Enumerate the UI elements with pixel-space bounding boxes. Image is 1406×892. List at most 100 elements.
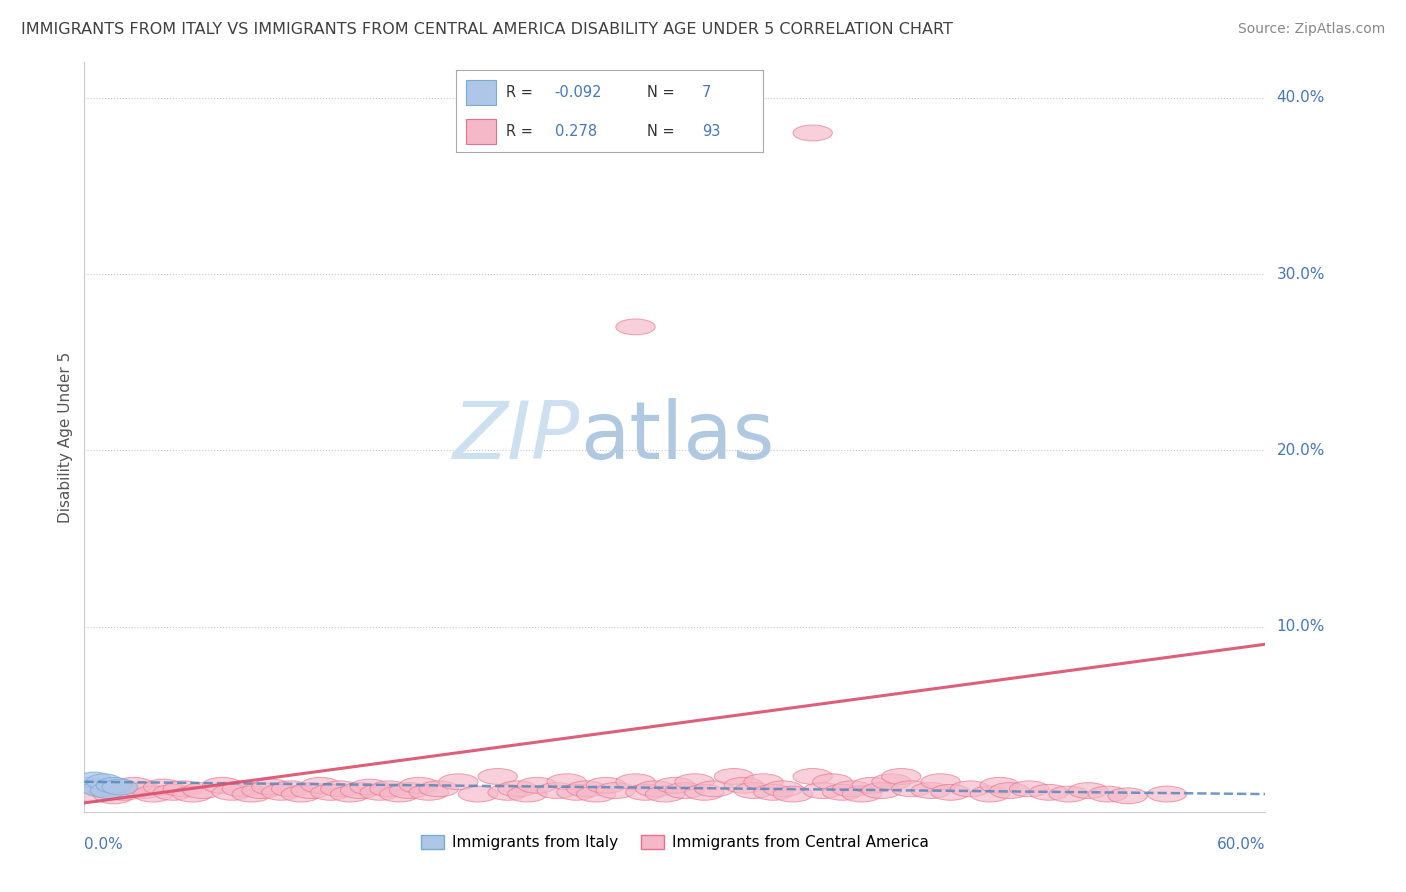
Ellipse shape <box>970 786 1010 802</box>
Ellipse shape <box>803 782 842 798</box>
Ellipse shape <box>547 774 586 789</box>
Ellipse shape <box>882 769 921 784</box>
Ellipse shape <box>439 774 478 789</box>
Ellipse shape <box>980 777 1019 793</box>
Text: Source: ZipAtlas.com: Source: ZipAtlas.com <box>1237 22 1385 37</box>
Ellipse shape <box>813 774 852 789</box>
Ellipse shape <box>911 782 950 798</box>
Ellipse shape <box>773 786 813 802</box>
Ellipse shape <box>242 782 281 798</box>
Ellipse shape <box>153 784 193 800</box>
Ellipse shape <box>202 777 242 793</box>
Ellipse shape <box>1088 786 1128 802</box>
Ellipse shape <box>134 786 173 802</box>
Ellipse shape <box>645 786 685 802</box>
Ellipse shape <box>252 779 291 795</box>
Ellipse shape <box>498 780 537 797</box>
Ellipse shape <box>94 788 134 804</box>
Ellipse shape <box>281 786 321 802</box>
Ellipse shape <box>872 774 911 789</box>
Ellipse shape <box>734 782 773 798</box>
Ellipse shape <box>84 780 124 797</box>
Ellipse shape <box>714 769 754 784</box>
Ellipse shape <box>399 777 439 793</box>
Text: 10.0%: 10.0% <box>1277 619 1324 634</box>
Ellipse shape <box>1069 782 1108 798</box>
Ellipse shape <box>744 774 783 789</box>
Ellipse shape <box>488 784 527 800</box>
Ellipse shape <box>103 779 138 795</box>
Ellipse shape <box>832 780 872 797</box>
Ellipse shape <box>143 779 183 795</box>
Ellipse shape <box>124 782 163 798</box>
Ellipse shape <box>655 777 695 793</box>
Ellipse shape <box>685 784 724 800</box>
Ellipse shape <box>921 774 960 789</box>
Ellipse shape <box>537 782 576 798</box>
Ellipse shape <box>360 784 399 800</box>
Ellipse shape <box>596 782 636 798</box>
Ellipse shape <box>862 782 901 798</box>
Ellipse shape <box>321 780 360 797</box>
Ellipse shape <box>478 769 517 784</box>
Text: 0.0%: 0.0% <box>84 837 124 852</box>
Ellipse shape <box>232 786 271 802</box>
Text: 60.0%: 60.0% <box>1218 837 1265 852</box>
Ellipse shape <box>852 777 891 793</box>
Ellipse shape <box>183 782 222 798</box>
Text: 40.0%: 40.0% <box>1277 90 1324 105</box>
Ellipse shape <box>636 780 675 797</box>
Ellipse shape <box>1108 788 1147 804</box>
Ellipse shape <box>409 784 449 800</box>
Ellipse shape <box>76 772 112 788</box>
Ellipse shape <box>754 784 793 800</box>
Text: 30.0%: 30.0% <box>1277 267 1324 282</box>
Text: ZIP: ZIP <box>453 398 581 476</box>
Ellipse shape <box>419 780 458 797</box>
Text: 20.0%: 20.0% <box>1277 442 1324 458</box>
Ellipse shape <box>86 774 122 789</box>
Ellipse shape <box>842 786 882 802</box>
Ellipse shape <box>350 779 389 795</box>
Ellipse shape <box>114 777 153 793</box>
Ellipse shape <box>793 125 832 141</box>
Ellipse shape <box>724 777 763 793</box>
Ellipse shape <box>616 319 655 334</box>
Ellipse shape <box>173 786 212 802</box>
Ellipse shape <box>763 780 803 797</box>
Ellipse shape <box>557 784 596 800</box>
Ellipse shape <box>212 784 252 800</box>
Ellipse shape <box>83 780 118 797</box>
Ellipse shape <box>675 774 714 789</box>
Ellipse shape <box>291 782 330 798</box>
Text: IMMIGRANTS FROM ITALY VS IMMIGRANTS FROM CENTRAL AMERICA DISABILITY AGE UNDER 5 : IMMIGRANTS FROM ITALY VS IMMIGRANTS FROM… <box>21 22 953 37</box>
Ellipse shape <box>655 125 695 141</box>
Ellipse shape <box>586 777 626 793</box>
Ellipse shape <box>626 784 665 800</box>
Ellipse shape <box>70 777 105 793</box>
Ellipse shape <box>370 780 409 797</box>
Ellipse shape <box>340 782 380 798</box>
Ellipse shape <box>262 784 301 800</box>
Ellipse shape <box>793 769 832 784</box>
Ellipse shape <box>330 786 370 802</box>
Ellipse shape <box>96 777 132 793</box>
Ellipse shape <box>75 786 114 802</box>
Ellipse shape <box>665 782 704 798</box>
Ellipse shape <box>1029 784 1069 800</box>
Ellipse shape <box>1049 786 1088 802</box>
Ellipse shape <box>567 780 606 797</box>
Ellipse shape <box>508 786 547 802</box>
Ellipse shape <box>576 786 616 802</box>
Ellipse shape <box>389 782 429 798</box>
Ellipse shape <box>222 780 262 797</box>
Text: atlas: atlas <box>581 398 775 476</box>
Ellipse shape <box>931 784 970 800</box>
Ellipse shape <box>311 784 350 800</box>
Ellipse shape <box>163 780 202 797</box>
Ellipse shape <box>271 780 311 797</box>
Ellipse shape <box>1010 780 1049 797</box>
Ellipse shape <box>616 774 655 789</box>
Ellipse shape <box>517 777 557 793</box>
Ellipse shape <box>695 780 734 797</box>
